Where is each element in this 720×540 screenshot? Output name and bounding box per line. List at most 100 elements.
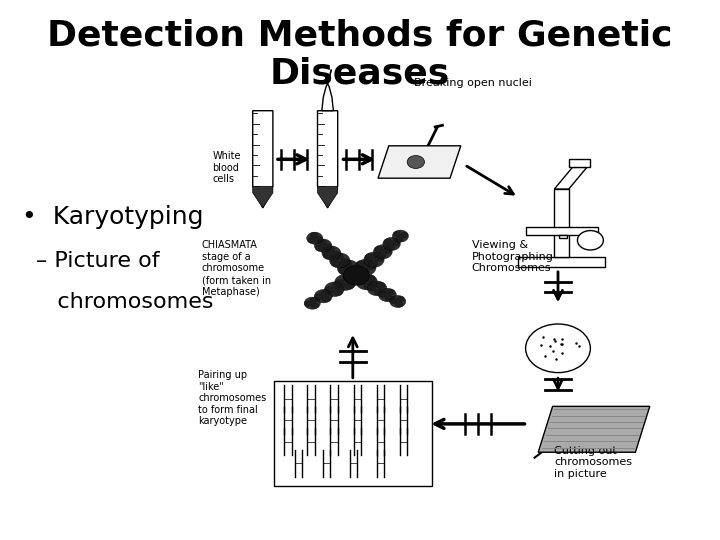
Polygon shape [538, 406, 649, 453]
Circle shape [330, 253, 350, 268]
Circle shape [325, 282, 344, 296]
Circle shape [334, 253, 343, 260]
FancyBboxPatch shape [274, 381, 432, 486]
Circle shape [379, 291, 387, 298]
Circle shape [338, 267, 348, 274]
Circle shape [364, 252, 384, 267]
Circle shape [323, 296, 330, 302]
Circle shape [322, 246, 341, 260]
Polygon shape [518, 256, 605, 267]
Circle shape [366, 262, 376, 269]
Circle shape [344, 282, 354, 289]
Circle shape [348, 266, 359, 273]
Polygon shape [559, 235, 567, 238]
Circle shape [315, 289, 332, 303]
Circle shape [315, 239, 332, 252]
Circle shape [305, 297, 320, 309]
Circle shape [356, 274, 377, 290]
Circle shape [343, 275, 352, 282]
Circle shape [390, 295, 406, 307]
Circle shape [331, 260, 340, 267]
Circle shape [335, 280, 344, 287]
Circle shape [384, 247, 392, 254]
Circle shape [315, 245, 323, 251]
Circle shape [577, 231, 603, 250]
Circle shape [326, 246, 335, 252]
Circle shape [333, 289, 342, 296]
Polygon shape [318, 186, 338, 208]
Polygon shape [318, 111, 338, 208]
Text: Cutting out
chromosomes
in picture: Cutting out chromosomes in picture [554, 446, 632, 478]
Circle shape [364, 282, 374, 289]
Circle shape [383, 238, 400, 251]
Circle shape [408, 156, 425, 168]
Text: – Picture of: – Picture of [36, 251, 160, 271]
Circle shape [385, 295, 393, 301]
Text: White
blood
cells: White blood cells [212, 151, 241, 184]
Circle shape [335, 274, 356, 291]
Text: •  Karyotyping: • Karyotyping [22, 205, 203, 229]
Circle shape [401, 232, 408, 238]
Circle shape [307, 238, 315, 243]
Circle shape [392, 240, 400, 246]
Circle shape [315, 294, 323, 300]
Polygon shape [526, 227, 598, 235]
Circle shape [305, 301, 312, 307]
Circle shape [365, 254, 374, 260]
Circle shape [392, 230, 408, 242]
Circle shape [332, 282, 341, 289]
Circle shape [318, 239, 326, 245]
Polygon shape [253, 111, 273, 208]
Polygon shape [322, 84, 333, 111]
Circle shape [312, 303, 319, 308]
Circle shape [379, 288, 396, 302]
Polygon shape [554, 167, 587, 189]
Circle shape [396, 237, 403, 242]
Polygon shape [554, 189, 569, 256]
Circle shape [359, 268, 369, 275]
Circle shape [387, 289, 395, 295]
Circle shape [393, 231, 400, 237]
Text: chromosomes: chromosomes [36, 292, 214, 312]
Circle shape [343, 266, 369, 285]
Circle shape [325, 287, 333, 293]
Circle shape [367, 285, 376, 291]
Circle shape [374, 245, 392, 259]
Circle shape [310, 298, 318, 303]
Circle shape [342, 260, 352, 267]
Circle shape [315, 237, 323, 242]
Circle shape [337, 260, 359, 276]
Circle shape [323, 252, 332, 259]
Circle shape [526, 324, 590, 373]
Circle shape [377, 253, 386, 259]
Text: Viewing &
Photographing
Chromosomes: Viewing & Photographing Chromosomes [472, 240, 554, 273]
Circle shape [307, 232, 323, 244]
Polygon shape [569, 159, 590, 167]
Circle shape [374, 246, 383, 253]
Text: Pairing up
"like"
chromosomes
to form final
karyotype: Pairing up "like" chromosomes to form fi… [198, 370, 266, 426]
Text: CHIASMATA
stage of a
chromosome
(form taken in
Metaphase): CHIASMATA stage of a chromosome (form ta… [202, 240, 271, 296]
Circle shape [369, 260, 377, 267]
Circle shape [341, 259, 349, 265]
Circle shape [356, 278, 366, 285]
Circle shape [332, 251, 341, 258]
Text: Breaking open nuclei: Breaking open nuclei [414, 78, 532, 89]
Circle shape [367, 281, 387, 296]
Circle shape [366, 275, 375, 282]
Circle shape [310, 232, 318, 238]
Circle shape [374, 289, 383, 295]
Circle shape [390, 298, 397, 303]
Circle shape [354, 259, 376, 275]
Circle shape [387, 245, 395, 251]
Circle shape [384, 239, 392, 245]
Circle shape [356, 261, 366, 268]
Circle shape [324, 244, 331, 250]
Circle shape [321, 290, 329, 296]
Polygon shape [378, 146, 461, 178]
Polygon shape [253, 186, 273, 208]
Text: Detection Methods for Genetic
Diseases: Detection Methods for Genetic Diseases [48, 19, 672, 91]
Circle shape [374, 255, 384, 262]
Circle shape [376, 282, 385, 288]
Circle shape [396, 302, 403, 307]
Circle shape [397, 296, 404, 302]
